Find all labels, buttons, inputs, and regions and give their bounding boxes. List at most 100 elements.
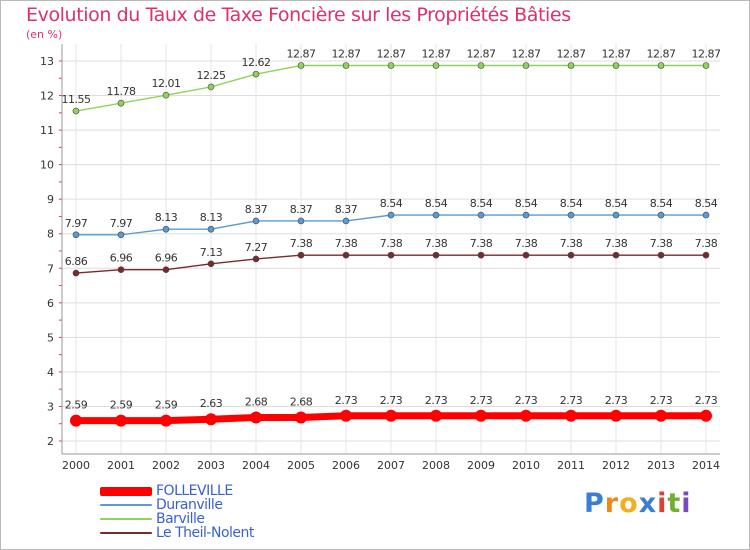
data-point [567,211,575,219]
data-point [252,255,260,263]
data-label: 11.55 [62,93,91,106]
data-label: 8.13 [155,211,178,224]
data-label: 7.38 [560,237,583,250]
data-point [657,211,665,219]
data-label: 8.54 [515,197,538,210]
data-point [430,409,442,422]
data-point [297,251,305,259]
data-label: 7.38 [515,237,538,250]
data-label: 2.73 [650,394,673,407]
x-tick-label: 2014 [692,459,720,472]
data-point [477,251,485,259]
data-point [477,62,485,69]
x-tick-label: 2010 [512,459,540,472]
data-point [207,225,215,233]
logo-letter: i [681,488,692,519]
data-label: 7.27 [245,241,268,254]
x-tick-label: 2004 [242,459,270,472]
data-label: 8.54 [380,197,403,210]
data-point [520,409,532,422]
x-tick-label: 2008 [422,459,450,472]
data-point [387,211,395,219]
data-label: 11.78 [107,85,136,98]
x-tick-label: 2009 [467,459,495,472]
data-point [477,211,485,219]
data-point [295,411,307,424]
x-tick-label: 2001 [107,459,135,472]
data-point [117,266,125,273]
data-point [700,409,712,422]
data-label: 2.73 [695,394,718,407]
data-label: 2.73 [380,394,403,407]
data-point [432,211,440,219]
data-label: 12.87 [602,47,631,60]
logo-letter: t [667,488,682,519]
data-label: 2.68 [245,396,268,409]
data-label: 8.54 [425,197,448,210]
data-point [610,409,622,422]
data-point [160,414,172,427]
data-label: 2.73 [470,394,493,407]
logo-letter: i [657,488,668,519]
y-axis-unit: (en %) [26,28,63,41]
data-label: 7.38 [605,237,628,250]
data-label: 7.38 [425,237,448,250]
data-label: 6.86 [65,255,88,268]
data-point [162,266,170,273]
data-label: 7.38 [290,237,313,250]
proxiti-logo: Proxiti [584,488,692,519]
data-label: 2.59 [155,399,178,412]
data-label: 8.54 [605,197,628,210]
data-label: 12.62 [242,56,271,69]
legend-label: FOLLEVILLE [156,483,233,499]
y-tick-label: 13 [40,55,54,68]
data-label: 2.73 [605,394,628,407]
data-label: 7.38 [695,237,718,250]
x-tick-label: 2012 [602,459,630,472]
data-point [252,70,260,78]
data-label: 12.87 [287,47,316,60]
chart-title: Evolution du Taux de Taxe Foncière sur l… [26,4,571,26]
data-point [72,107,80,115]
legend-label: Duranville [156,497,223,513]
logo-letter: r [604,488,620,519]
data-point [612,62,620,69]
data-label: 12.87 [422,47,451,60]
y-tick-label: 11 [40,124,54,137]
data-label: 7.38 [335,237,358,250]
data-label: 12.25 [197,69,226,82]
data-point [115,414,127,427]
data-label: 2.73 [335,394,358,407]
legend-swatch [100,532,152,534]
data-label: 2.73 [560,394,583,407]
data-label: 8.54 [560,197,583,210]
data-point [612,211,620,219]
data-point [387,62,395,69]
x-tick-label: 2007 [377,459,405,472]
legend-item: Le Theil-Nolent [100,525,254,541]
y-tick-label: 4 [47,366,54,379]
data-point [432,62,440,69]
legend-swatch [100,504,152,506]
data-point [657,62,665,69]
data-point [72,269,80,277]
data-label: 2.59 [110,399,133,412]
data-label: 7.97 [110,217,133,230]
data-point [162,91,170,99]
y-tick-label: 9 [47,193,54,206]
data-label: 6.96 [110,252,133,265]
data-label: 8.54 [695,197,718,210]
data-point [205,413,217,426]
legend-label: Barville [156,511,205,527]
data-point [657,251,665,259]
data-point [702,211,710,219]
legend-swatch [100,486,152,496]
data-point [475,409,487,422]
data-label: 12.87 [647,47,676,60]
data-label: 7.38 [650,237,673,250]
data-label: 12.87 [467,47,496,60]
data-point [297,217,305,225]
data-label: 12.87 [557,47,586,60]
data-label: 2.73 [515,394,538,407]
